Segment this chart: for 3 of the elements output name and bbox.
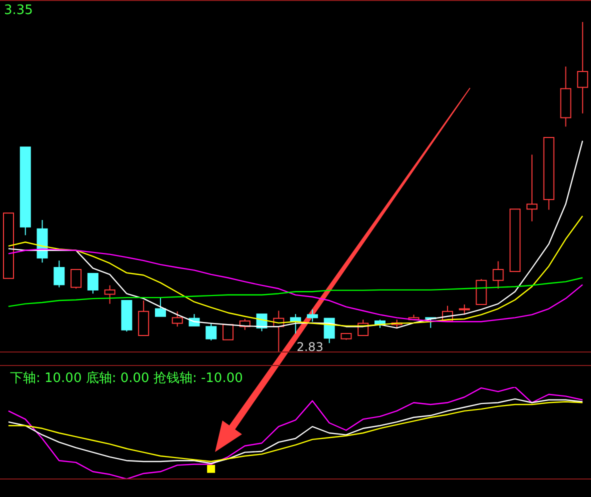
text: 3.35 bbox=[4, 3, 33, 18]
text: 下轴: 10.00 底轴: 0.00 抢钱轴: -10.00 bbox=[10, 370, 243, 387]
annotation: 2.83 bbox=[296, 340, 324, 354]
